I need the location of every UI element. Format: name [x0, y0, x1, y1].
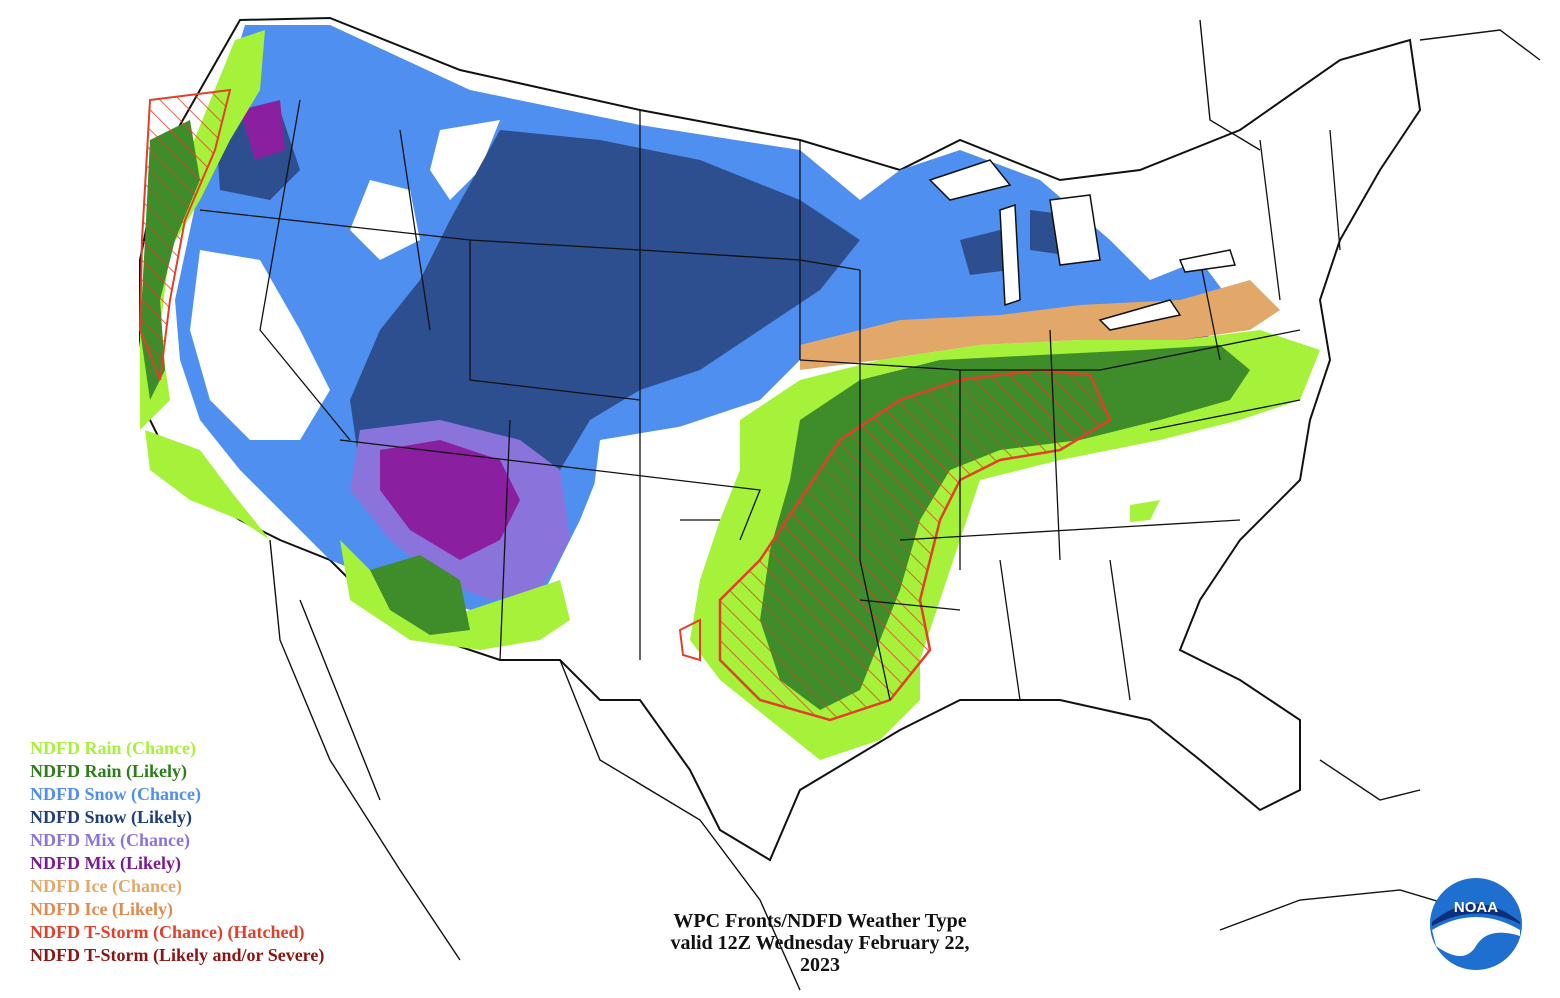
mix-likely-area [240, 100, 285, 160]
rain-chance-area [1130, 500, 1160, 522]
no-precip-gap [430, 120, 500, 200]
caption-valid-time: valid 12Z Wednesday February 22, [670, 932, 970, 954]
no-precip-gap [580, 420, 760, 620]
legend-item-ice-chance: NDFD Ice (Chance) [30, 876, 182, 896]
legend: NDFD Rain (Chance) NDFD Rain (Likely) ND… [30, 737, 324, 967]
rain-chance-area [140, 30, 265, 430]
legend-item-tstorm-chance: NDFD T-Storm (Chance) (Hatched) [30, 922, 305, 942]
neighboring-outlines [269, 19, 1541, 991]
tstorm-chance-area [138, 88, 232, 381]
rain-likely-area [370, 555, 470, 635]
mix-likely-area [380, 440, 520, 560]
legend-item-rain-chance: NDFD Rain (Chance) [30, 738, 196, 758]
state-boundaries [199, 99, 1341, 701]
noaa-logo-text: NOAA [1454, 899, 1498, 916]
noaa-logo: NOAA [1430, 878, 1522, 970]
snow-likely-area [960, 230, 1010, 275]
rain-chance-area [340, 540, 570, 650]
rain-chance-area [145, 430, 270, 540]
legend-item-mix-chance: NDFD Mix (Chance) [30, 830, 190, 850]
legend-item-snow-chance: NDFD Snow (Chance) [30, 784, 201, 804]
no-precip-gap [350, 180, 420, 260]
no-precip-gap [190, 250, 330, 440]
legend-item-mix-likely: NDFD Mix (Likely) [30, 853, 181, 873]
legend-item-ice-likely: NDFD Ice (Likely) [30, 899, 173, 919]
tstorm-chance-area [718, 368, 1112, 722]
great-lakes [928, 159, 1236, 331]
legend-item-tstorm-likely: NDFD T-Storm (Likely and/or Severe) [30, 945, 325, 965]
legend-item-snow-likely: NDFD Snow (Likely) [30, 807, 193, 827]
legend-item-rain-likely: NDFD Rain (Likely) [30, 761, 187, 781]
caption-title: WPC Fronts/NDFD Weather Type [673, 910, 967, 932]
map-caption: WPC Fronts/NDFD Weather Type valid 12Z W… [560, 910, 1080, 976]
caption-year: 2023 [800, 954, 840, 976]
tstorm-chance-area [678, 618, 701, 662]
